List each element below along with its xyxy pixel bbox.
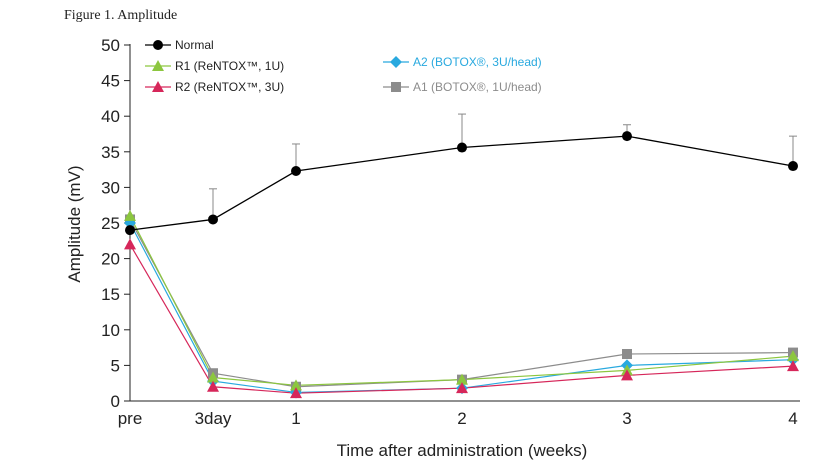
y-axis-label: Amplitude (mV)	[65, 165, 84, 282]
data-point	[456, 382, 468, 394]
data-point	[622, 131, 632, 142]
legend-entry: R1 (ReNTOX™, 1U)	[175, 59, 284, 73]
data-point	[124, 209, 136, 221]
data-point	[125, 225, 135, 236]
x-tick-label: 3day	[195, 409, 232, 428]
y-tick-label: 15	[101, 285, 120, 304]
y-tick-label: 25	[101, 214, 120, 233]
series-line	[129, 135, 794, 231]
series-line	[129, 244, 794, 394]
data-point	[291, 166, 301, 177]
legend-entry: A1 (BOTOX®, 1U/head)	[413, 80, 542, 94]
legend-marker	[153, 40, 163, 50]
data-point	[457, 142, 467, 153]
y-tick-label: 45	[101, 72, 120, 91]
data-point	[787, 360, 799, 372]
data-point	[290, 387, 302, 399]
legend-marker	[152, 81, 164, 92]
figure-title: Figure 1. Amplitude	[64, 8, 178, 23]
series-lines	[129, 135, 794, 394]
y-tick-label: 20	[101, 250, 120, 269]
data-point	[208, 214, 218, 225]
y-tick-label: 40	[101, 107, 120, 126]
legend-entry: R2 (ReNTOX™, 3U)	[175, 80, 284, 94]
y-tick-label: 5	[111, 356, 120, 375]
data-point	[207, 380, 219, 392]
x-tick-label: 3	[622, 409, 631, 428]
legend-marker	[391, 82, 401, 92]
series-line	[129, 215, 794, 386]
y-tick-label: 50	[101, 36, 120, 55]
x-tick-label: 2	[457, 409, 466, 428]
data-point	[207, 371, 219, 383]
data-point	[787, 350, 799, 362]
data-point	[124, 238, 136, 250]
data-point	[622, 349, 632, 360]
legend-marker	[390, 56, 402, 68]
y-tick-label: 10	[101, 321, 120, 340]
data-point	[456, 373, 468, 385]
legend-entry: A2 (BOTOX®, 3U/head)	[413, 55, 542, 69]
series-points	[124, 131, 799, 399]
legend-entry: Normal	[175, 38, 214, 52]
axes: 0 5 10 15 20 25 30 35 40 45 50 pre 3day 1 2 3 4	[101, 36, 800, 428]
series-line	[129, 222, 794, 394]
x-tick-label: pre	[118, 409, 143, 428]
data-point	[788, 161, 798, 172]
y-tick-label: 35	[101, 143, 120, 162]
y-tick-label: 30	[101, 178, 120, 197]
y-tick-label: 0	[111, 392, 120, 411]
x-tick-label: 4	[788, 409, 797, 428]
data-point	[290, 379, 302, 391]
x-axis-label: Time after administration (weeks)	[337, 441, 588, 460]
series-line	[129, 219, 794, 388]
data-point	[621, 369, 633, 381]
legend: Normal R1 (ReNTOX™, 1U) R2 (ReNTOX™, 3U) A2…	[145, 38, 542, 94]
x-tick-label: 1	[291, 409, 300, 428]
legend-marker	[152, 60, 164, 71]
